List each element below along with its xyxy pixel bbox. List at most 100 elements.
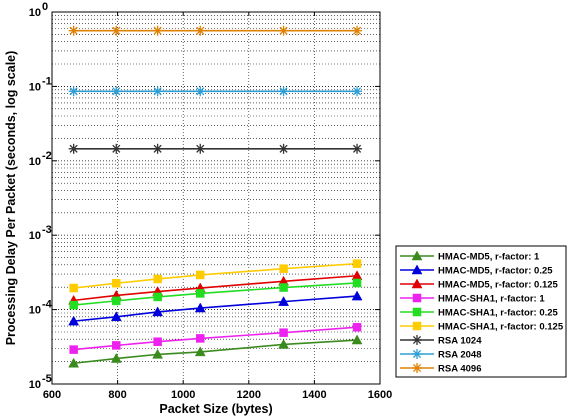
legend-label: RSA 2048 xyxy=(438,350,481,361)
series-line xyxy=(73,295,358,322)
legend-marker xyxy=(412,293,422,303)
marker-stroke xyxy=(279,144,288,153)
x-tick-label: 1200 xyxy=(237,389,261,401)
legend-label: HMAC-MD5, r-factor: 1 xyxy=(438,252,540,263)
series-layer xyxy=(68,25,363,368)
series-line xyxy=(73,282,358,306)
data-point xyxy=(68,86,79,97)
legend-marker xyxy=(412,349,422,359)
marker-stroke xyxy=(153,144,162,153)
marker-stroke xyxy=(112,26,121,35)
data-point xyxy=(278,86,289,97)
data-point xyxy=(153,274,162,284)
marker-stroke xyxy=(69,87,78,96)
data-point xyxy=(111,143,122,154)
marker-stroke xyxy=(112,87,121,96)
data-point xyxy=(352,322,362,332)
legend-entry: HMAC-SHA1, r-factor: 0.25 xyxy=(400,308,559,319)
series-line xyxy=(73,262,358,289)
data-point xyxy=(278,296,289,306)
marker-stroke xyxy=(196,144,205,153)
data-point xyxy=(351,334,363,345)
data-point xyxy=(112,296,121,306)
marker-stroke xyxy=(412,335,422,345)
x-tick-label: 600 xyxy=(43,389,61,401)
legend-marker xyxy=(412,363,422,373)
data-point xyxy=(69,283,78,293)
data-point xyxy=(196,270,205,280)
legend-marker xyxy=(412,307,422,317)
data-point xyxy=(112,341,121,350)
marker-stroke xyxy=(69,26,78,35)
data-point xyxy=(351,290,363,301)
legend-label: HMAC-MD5, r-factor: 0.125 xyxy=(438,280,559,291)
marker-stroke xyxy=(412,363,422,373)
y-tick-exponent: -4 xyxy=(42,299,53,311)
y-axis-label: Processing Delay Per Packet (seconds, lo… xyxy=(4,51,18,346)
data-point xyxy=(68,25,79,36)
y-tick-label: 10 xyxy=(29,305,41,317)
legend-label: HMAC-SHA1, r-factor: 0.25 xyxy=(438,308,559,319)
data-point xyxy=(195,143,206,154)
legend: HMAC-MD5, r-factor: 1 HMAC-MD5, r-factor:… xyxy=(395,245,567,378)
marker-stroke xyxy=(112,144,121,153)
series-7 xyxy=(68,143,363,154)
legend-label: RSA 4096 xyxy=(438,364,481,375)
marker-stroke xyxy=(412,349,422,359)
legend-label: HMAC-MD5, r-factor: 0.25 xyxy=(438,266,553,277)
legend-marker xyxy=(411,264,423,275)
data-point xyxy=(278,338,289,349)
legend-entry: HMAC-SHA1, r-factor: 1 xyxy=(400,294,545,305)
data-point xyxy=(111,25,122,36)
legend-marker xyxy=(412,321,422,331)
legend-entry: HMAC-SHA1, r-factor: 0.125 xyxy=(400,322,564,333)
legend-marker xyxy=(412,335,422,345)
legend-marker xyxy=(411,250,423,261)
legend-entry: HMAC-MD5, r-factor: 1 xyxy=(400,250,540,263)
marker-stroke xyxy=(196,26,205,35)
y-tick-exponent: -1 xyxy=(42,75,52,87)
y-tick-label: 10 xyxy=(29,156,41,168)
legend-marker xyxy=(411,278,423,289)
data-point xyxy=(69,345,78,354)
data-point xyxy=(68,143,79,154)
data-point xyxy=(152,306,164,317)
data-point xyxy=(195,25,206,36)
marker-stroke xyxy=(352,87,362,96)
y-tick-label: 10 xyxy=(29,81,41,93)
data-point xyxy=(111,86,122,97)
data-point xyxy=(194,346,206,357)
series-9 xyxy=(68,25,363,36)
data-point xyxy=(153,292,162,302)
data-point xyxy=(352,278,362,288)
marker-stroke xyxy=(153,87,162,96)
data-point xyxy=(68,315,80,326)
y-tick-exponent: -5 xyxy=(42,373,52,385)
data-point xyxy=(196,334,205,343)
data-point xyxy=(278,143,289,154)
marker-stroke xyxy=(196,87,205,96)
series-8 xyxy=(68,86,363,97)
y-tick-exponent: 0 xyxy=(42,1,48,13)
data-point xyxy=(352,259,362,268)
marker-stroke xyxy=(279,87,288,96)
data-point xyxy=(279,283,288,292)
series-5 xyxy=(69,278,362,310)
data-point xyxy=(68,357,80,368)
data-point xyxy=(152,86,163,97)
data-point xyxy=(352,86,363,97)
data-point xyxy=(278,25,289,36)
legend-entry: HMAC-MD5, r-factor: 0.125 xyxy=(400,278,559,291)
data-point xyxy=(152,348,164,359)
data-point xyxy=(152,25,163,36)
y-tick-exponent: -3 xyxy=(42,224,52,236)
data-point xyxy=(153,337,162,346)
series-4 xyxy=(69,322,362,354)
data-point xyxy=(279,264,288,273)
series-6 xyxy=(69,259,362,293)
y-tick-label: 10 xyxy=(29,379,41,391)
series-1 xyxy=(68,334,363,368)
x-tick-label: 800 xyxy=(108,389,126,401)
